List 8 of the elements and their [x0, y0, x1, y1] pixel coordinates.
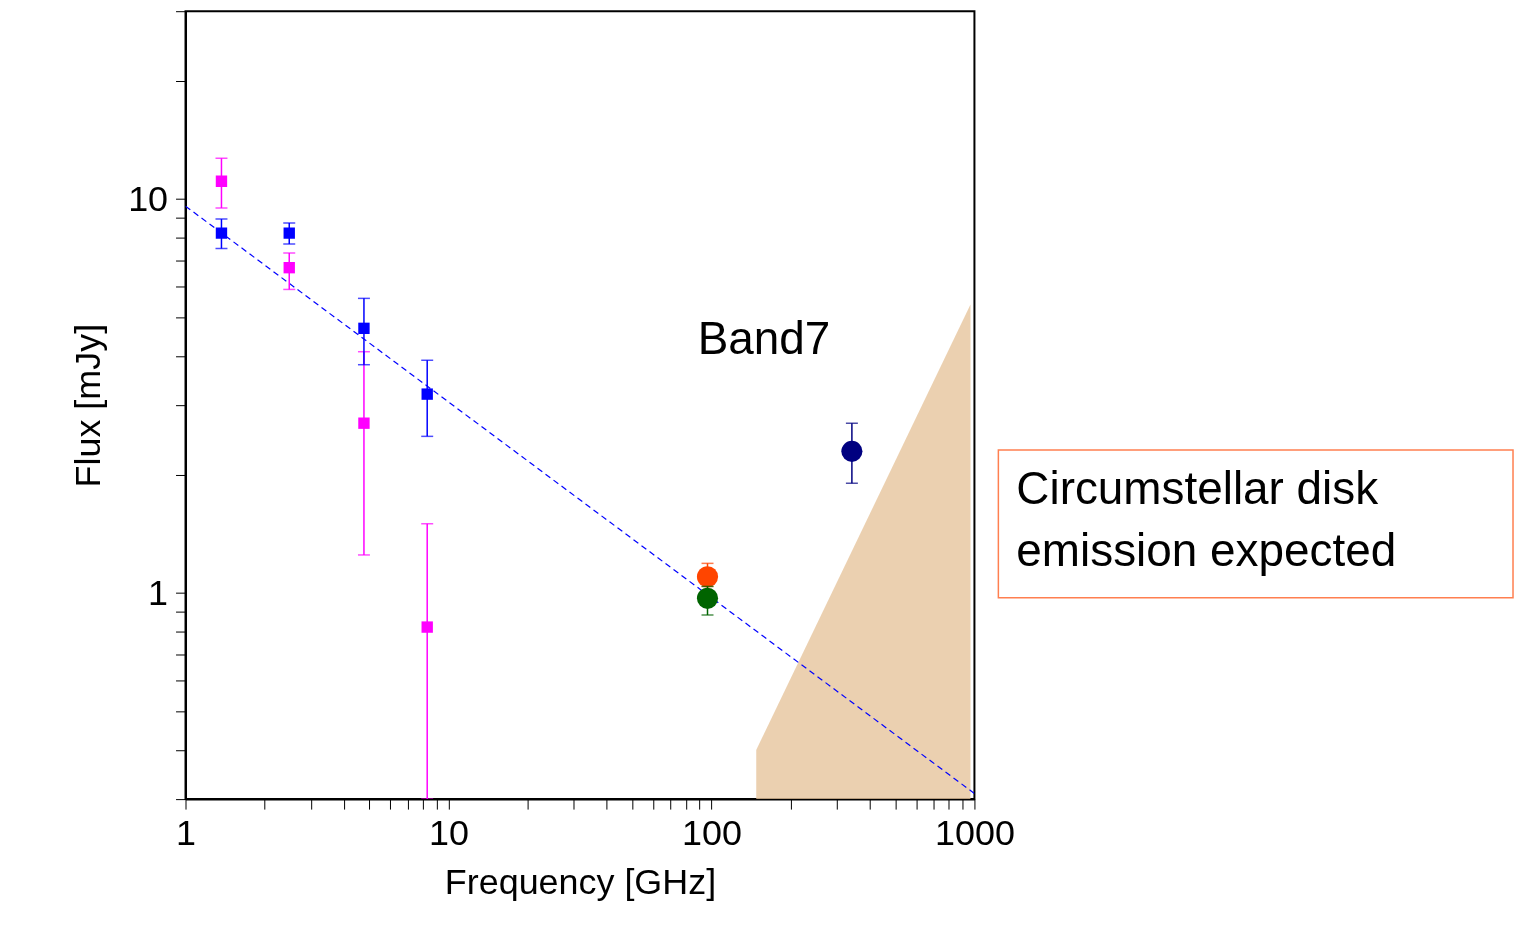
- annotation: Band7: [697, 312, 831, 365]
- x-tick-label: 1: [176, 813, 196, 854]
- y-axis-title: Flux [mJy]: [68, 323, 109, 488]
- text: Circumstellar disk emission expected: [1016, 461, 1397, 576]
- x-tick-label: 10: [429, 813, 469, 854]
- x-tick-label: 1000: [935, 813, 1015, 854]
- x-axis-title: Frequency [GHz]: [444, 862, 717, 903]
- x-tick-label: 100: [682, 813, 742, 854]
